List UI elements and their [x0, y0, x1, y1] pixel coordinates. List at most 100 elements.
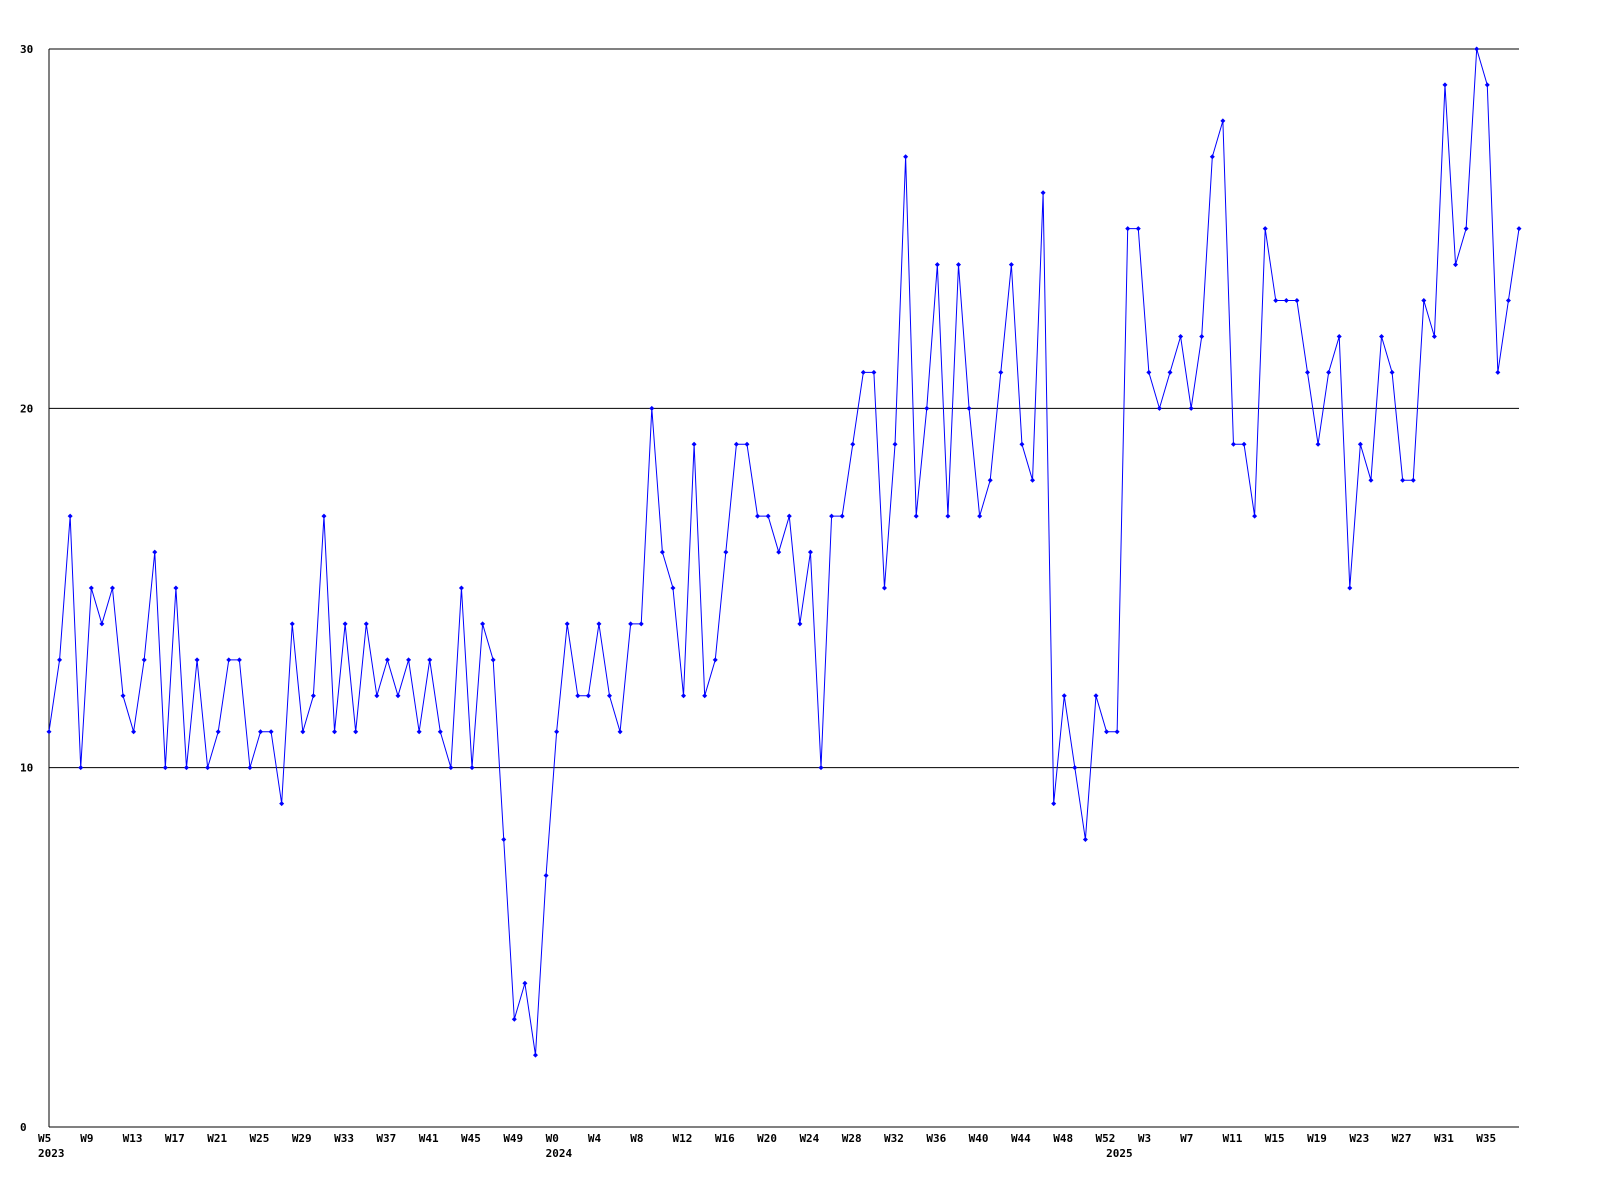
x-tick-label: W52 — [1096, 1132, 1116, 1145]
data-point — [1516, 226, 1522, 232]
data-point — [1262, 226, 1268, 232]
x-tick-label: W4 — [588, 1132, 602, 1145]
year-label: 2023 — [38, 1147, 65, 1160]
data-point — [374, 693, 380, 699]
data-point — [57, 657, 63, 663]
data-point — [903, 154, 909, 160]
data-point — [247, 765, 253, 771]
data-point — [406, 657, 412, 663]
x-tick-label: W32 — [884, 1132, 904, 1145]
data-point — [78, 765, 84, 771]
data-point — [1326, 369, 1332, 375]
data-point — [384, 657, 390, 663]
data-point — [289, 621, 295, 627]
data-point — [755, 513, 761, 519]
data-line — [48, 48, 1520, 1056]
data-point — [353, 729, 359, 735]
data-point — [183, 765, 189, 771]
data-point — [945, 513, 951, 519]
data-point — [1304, 369, 1310, 375]
data-point — [1135, 226, 1141, 232]
data-point — [1453, 262, 1459, 268]
data-point — [554, 729, 560, 735]
data-point — [236, 657, 242, 663]
data-point — [1156, 405, 1162, 411]
data-point — [99, 621, 105, 627]
data-point — [1178, 333, 1184, 339]
data-point — [131, 729, 137, 735]
data-point — [215, 729, 221, 735]
data-point — [1252, 513, 1258, 519]
data-point — [670, 585, 676, 591]
data-point — [1230, 441, 1236, 447]
data-point — [1421, 298, 1427, 304]
data-point — [934, 262, 940, 268]
data-point — [173, 585, 179, 591]
data-point — [363, 621, 369, 627]
data-point — [1008, 262, 1014, 268]
data-point — [1273, 298, 1279, 304]
data-point — [395, 693, 401, 699]
data-point — [839, 513, 845, 519]
data-point — [1199, 333, 1205, 339]
data-point — [585, 693, 591, 699]
data-point — [1336, 333, 1342, 339]
data-point — [1505, 298, 1511, 304]
data-point — [807, 549, 813, 555]
data-point — [892, 441, 898, 447]
data-point — [1368, 477, 1374, 483]
data-point — [532, 1052, 538, 1058]
data-point — [596, 621, 602, 627]
x-tick-label: W36 — [926, 1132, 946, 1145]
data-point — [1104, 729, 1110, 735]
x-tick-label: W12 — [673, 1132, 693, 1145]
x-tick-label: W20 — [757, 1132, 777, 1145]
x-tick-label: W31 — [1434, 1132, 1454, 1145]
x-tick-label: W25 — [250, 1132, 270, 1145]
data-point — [564, 621, 570, 627]
data-point — [268, 729, 274, 735]
data-point — [501, 837, 507, 843]
data-point — [1495, 369, 1501, 375]
x-tick-label: W21 — [207, 1132, 227, 1145]
data-point — [1040, 190, 1046, 196]
x-tick-label: W9 — [80, 1132, 93, 1145]
data-point — [776, 549, 782, 555]
data-point — [226, 657, 232, 663]
data-point — [1379, 333, 1385, 339]
data-point — [871, 369, 877, 375]
data-point — [638, 621, 644, 627]
x-tick-label: W24 — [799, 1132, 819, 1145]
data-point — [744, 441, 750, 447]
data-point — [1463, 226, 1469, 232]
x-tick-label: W17 — [165, 1132, 185, 1145]
data-point — [723, 549, 729, 555]
data-point — [279, 801, 285, 807]
x-tick-label: W15 — [1265, 1132, 1285, 1145]
y-tick-label: 20 — [20, 402, 33, 415]
data-point — [1431, 333, 1437, 339]
data-point — [448, 765, 454, 771]
data-point — [691, 441, 697, 447]
y-tick-label: 0 — [20, 1121, 27, 1134]
data-point — [955, 262, 961, 268]
x-tick-label: W28 — [842, 1132, 862, 1145]
data-point — [1125, 226, 1131, 232]
data-point — [681, 693, 687, 699]
data-point — [617, 729, 623, 735]
data-point — [1093, 693, 1099, 699]
x-tick-label: W19 — [1307, 1132, 1327, 1145]
data-point — [765, 513, 771, 519]
x-tick-label: W37 — [376, 1132, 396, 1145]
data-point — [1019, 441, 1025, 447]
data-point — [1146, 369, 1152, 375]
data-point — [850, 441, 856, 447]
data-point — [913, 513, 919, 519]
data-point — [607, 693, 613, 699]
data-point — [1188, 405, 1194, 411]
data-point — [924, 405, 930, 411]
x-tick-label: W44 — [1011, 1132, 1031, 1145]
data-point — [829, 513, 835, 519]
